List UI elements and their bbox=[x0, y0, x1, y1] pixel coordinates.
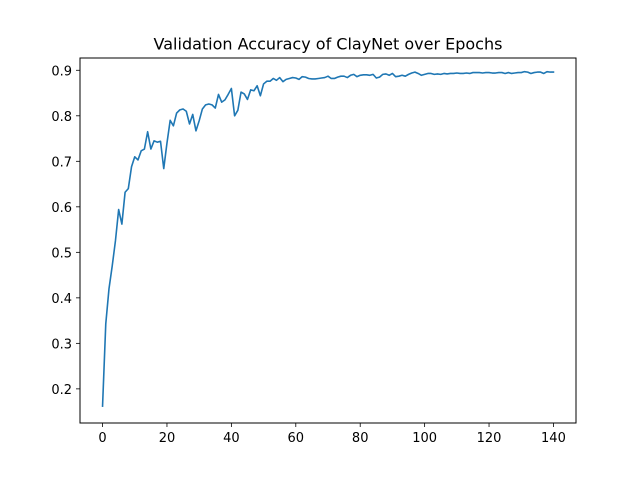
y-tick-label: 0.2 bbox=[51, 383, 72, 398]
y-tick-label: 0.7 bbox=[51, 155, 72, 170]
x-tick-label: 60 bbox=[288, 431, 305, 446]
y-tick-label: 0.9 bbox=[51, 64, 72, 79]
axis-ticks: 0 20 40 60 80 100 120 140 0.2 0.3 0.4 0.5 0.6 0.7 0.8 0… bbox=[51, 64, 566, 446]
y-tick-label: 0.3 bbox=[51, 337, 72, 352]
x-tick-label: 80 bbox=[352, 431, 369, 446]
x-tick-label: 140 bbox=[541, 431, 566, 446]
y-tick-label: 0.4 bbox=[51, 292, 72, 307]
x-tick-label: 100 bbox=[412, 431, 437, 446]
chart-title: Validation Accuracy of ClayNet over Epoc… bbox=[154, 35, 503, 54]
y-tick-label: 0.8 bbox=[51, 110, 72, 125]
plot-background bbox=[80, 58, 576, 423]
axes-frame bbox=[79, 57, 577, 424]
series-line bbox=[101, 70, 555, 407]
x-tick-label: 20 bbox=[159, 431, 176, 446]
y-tick-label: 0.5 bbox=[51, 246, 72, 261]
x-tick-label: 120 bbox=[477, 431, 502, 446]
plot-area bbox=[80, 58, 576, 423]
y-tick-label: 0.6 bbox=[51, 201, 72, 216]
x-tick-label: 40 bbox=[223, 431, 240, 446]
x-tick-label: 0 bbox=[98, 431, 106, 446]
